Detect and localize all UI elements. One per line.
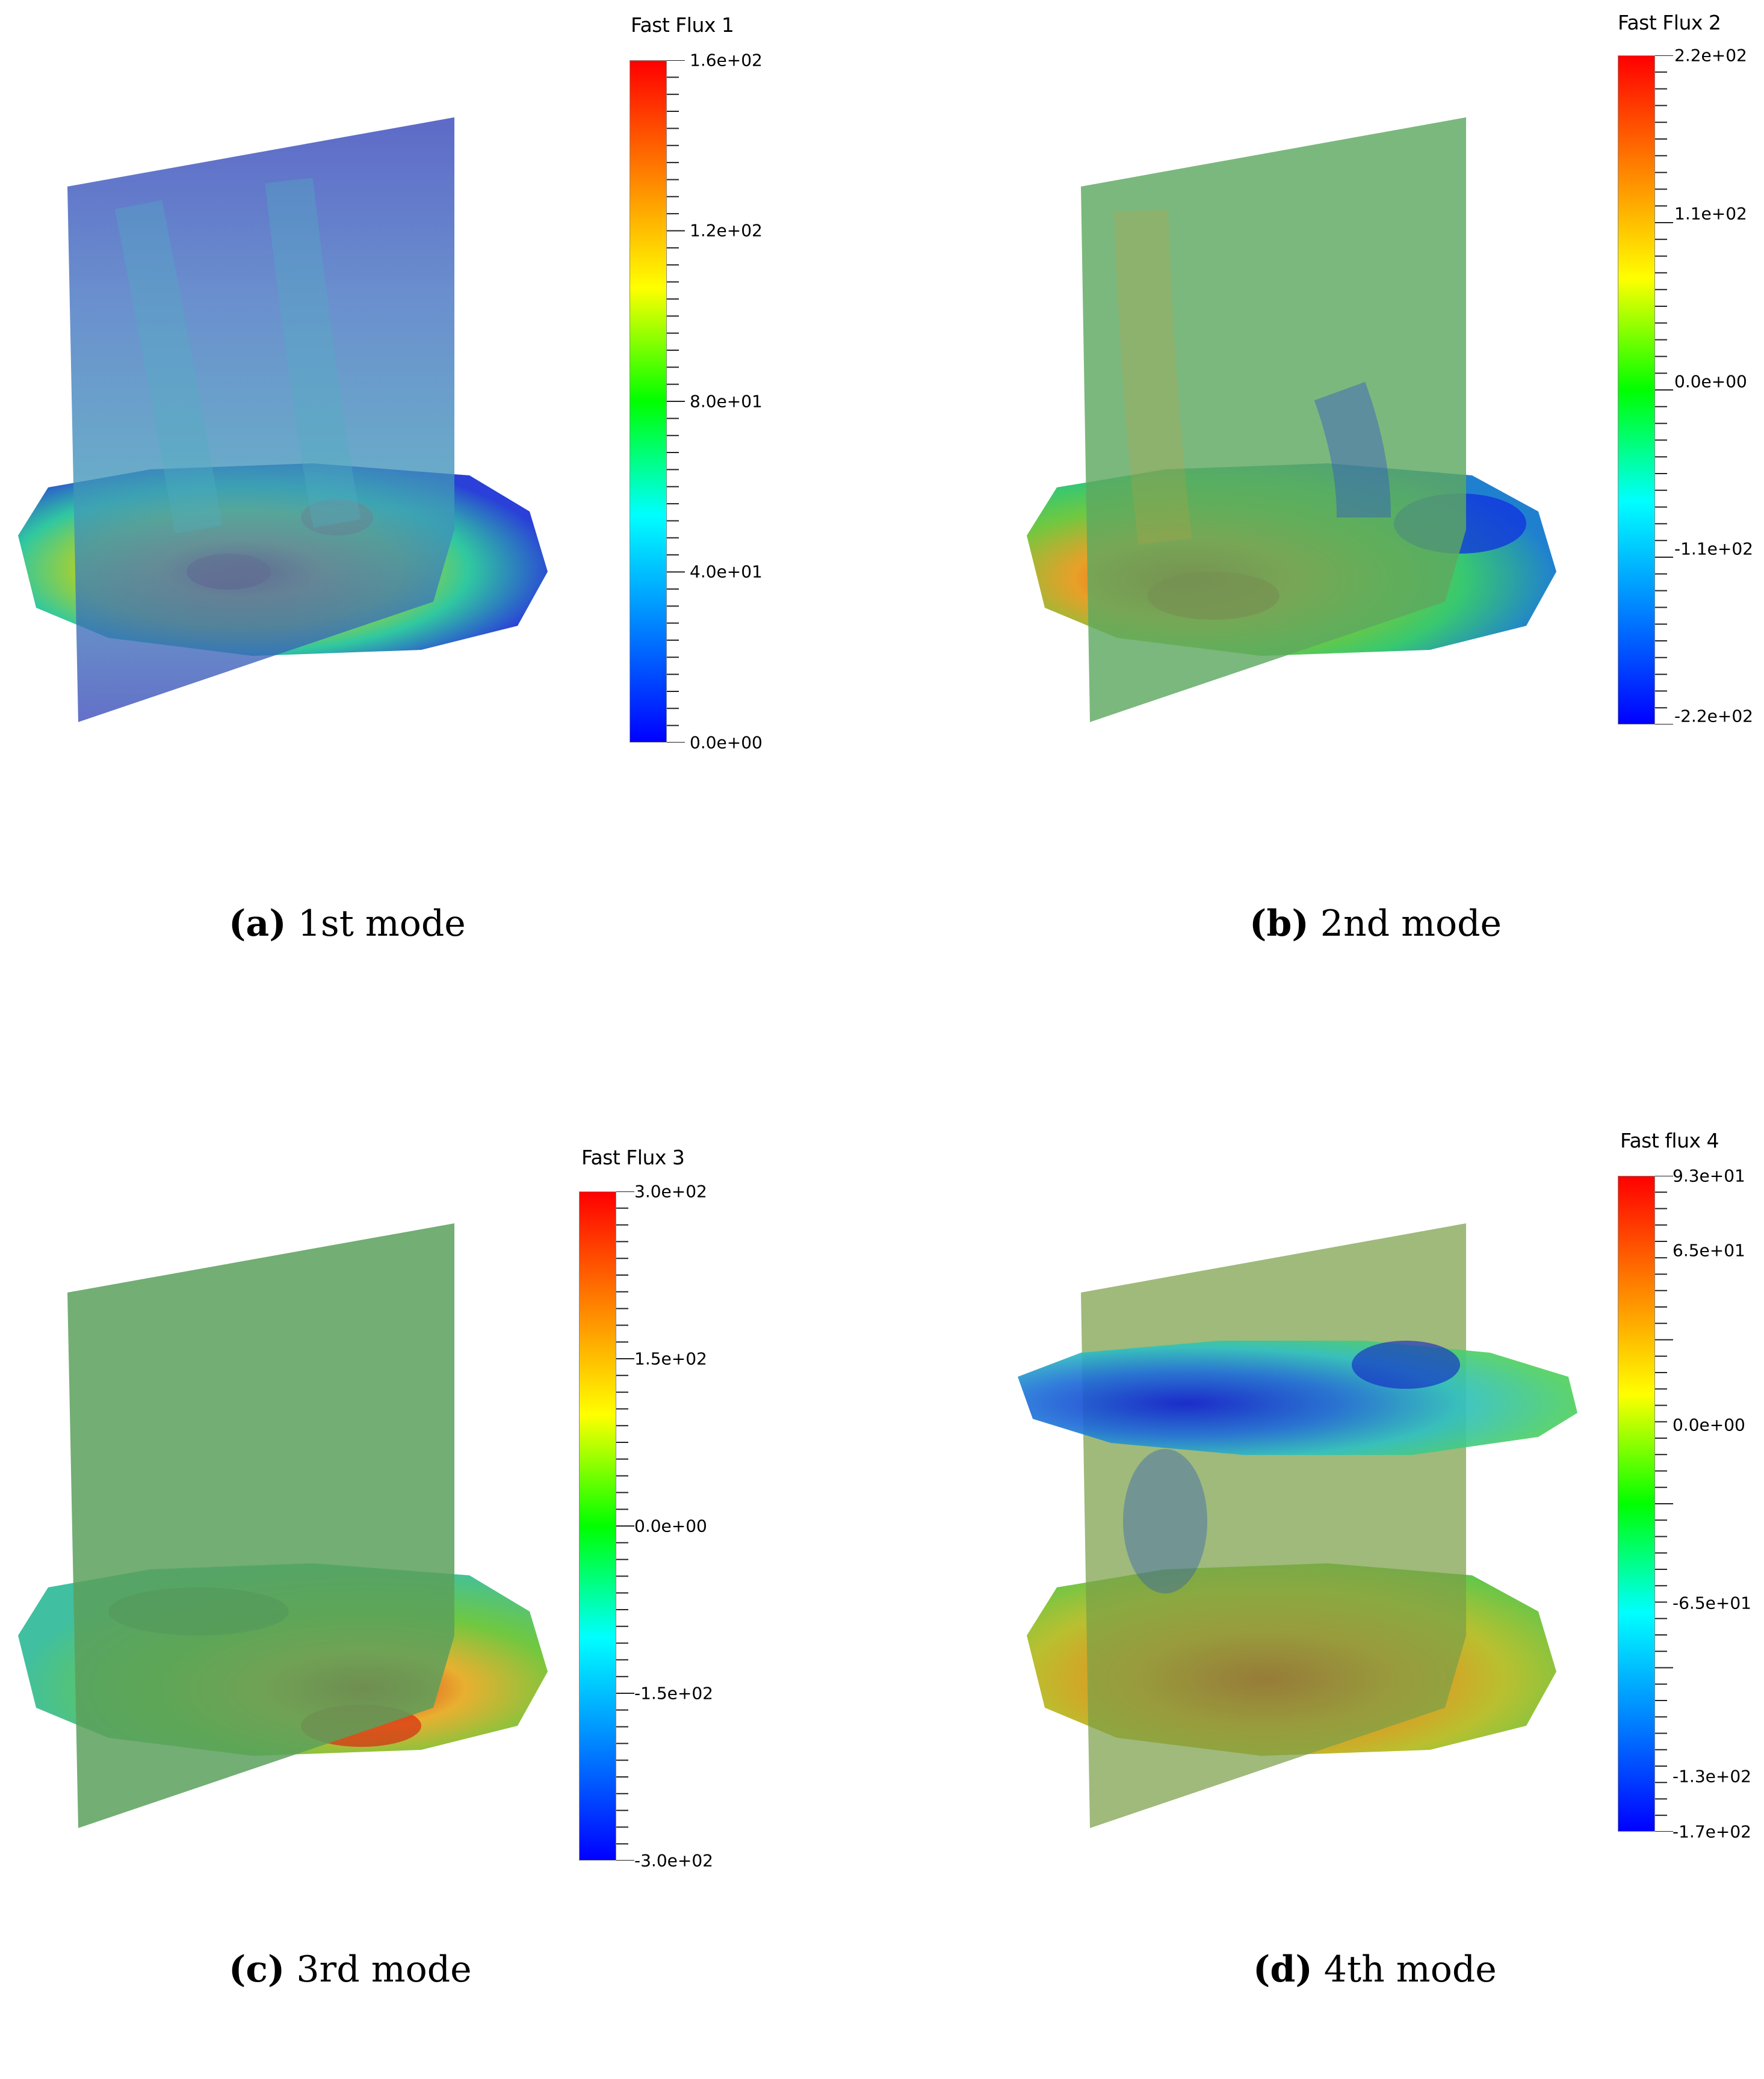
panel-2nd-mode: Fast Flux 2 2.2e+02 1.1e+02 0.0e+00 -1.1…: [882, 0, 1764, 1039]
flux-visualization-3rd-mode: [18, 1223, 548, 1828]
vertical-slice: [67, 117, 454, 722]
colorbar-label: 1.5e+02: [634, 1348, 707, 1369]
colorbar-label: 0.0e+00: [1673, 1415, 1745, 1435]
caption-letter: (c): [229, 1948, 285, 1991]
panel-caption: (b) 2nd mode: [1249, 903, 1502, 945]
caption-text: 1st mode: [286, 903, 466, 945]
panel-caption: (d) 4th mode: [1253, 1948, 1497, 1991]
colorbar-gradient: [1618, 55, 1655, 724]
vertical-slice: [1081, 117, 1466, 722]
colorbar-gradient: [579, 1191, 616, 1861]
caption-text: 2nd mode: [1308, 903, 1502, 945]
flux-visualization-4th-mode: [1018, 1223, 1577, 1828]
colorbar-label: 3.0e+02: [634, 1181, 707, 1202]
colorbar-label: 2.2e+02: [1674, 45, 1747, 66]
colorbar-label: 6.5e+01: [1673, 1240, 1745, 1261]
colorbar-label: -2.2e+02: [1674, 706, 1753, 726]
colorbar-gradient: [630, 60, 667, 743]
flux-visualization-2nd-mode: [1027, 117, 1556, 722]
panel-caption: (c) 3rd mode: [229, 1948, 472, 1991]
colorbar-label: 9.3e+01: [1673, 1166, 1745, 1186]
colorbar-label: 0.0e+00: [634, 1516, 707, 1536]
colorbar-label: -1.1e+02: [1674, 539, 1753, 559]
colorbar-label: 8.0e+01: [690, 391, 763, 412]
colorbar-ticks: [1655, 1176, 1673, 1832]
colorbar-label: -1.7e+02: [1673, 1821, 1751, 1842]
caption-letter: (a): [229, 903, 286, 945]
upper-horizontal-slice: [1018, 1341, 1577, 1455]
colorbar-title: Fast Flux 2: [1618, 11, 1721, 34]
colorbar-ticks: [1655, 55, 1673, 724]
colorbar-label: -1.3e+02: [1673, 1766, 1751, 1787]
caption-letter: (b): [1249, 903, 1309, 945]
colorbar-label: -3.0e+02: [634, 1850, 713, 1871]
colorbar-label: -1.5e+02: [634, 1683, 713, 1704]
colorbar-label: 0.0e+00: [1674, 371, 1747, 392]
colorbar-label: 1.6e+02: [690, 50, 763, 70]
panel-4th-mode: Fast flux 4 9.3e+01 6.5e+01 0.0e+00 -6.5…: [882, 1040, 1764, 2079]
colorbar-title: Fast Flux 1: [631, 13, 734, 37]
colorbar-gradient: [1618, 1176, 1655, 1832]
colorbar-title: Fast flux 4: [1620, 1129, 1719, 1152]
colorbar-label: 1.1e+02: [1674, 203, 1747, 224]
colorbar-label: 1.2e+02: [690, 220, 763, 241]
vertical-slice: [67, 1223, 454, 1828]
panel-3rd-mode: Fast Flux 3 3.0e+02 1.5e+02 0.0e+00 -1.5…: [0, 1040, 882, 2079]
colorbar-title: Fast Flux 3: [581, 1146, 685, 1169]
colorbar-ticks: [616, 1191, 634, 1861]
colorbar-label: 0.0e+00: [690, 732, 763, 753]
flux-visualization-1st-mode: [18, 117, 548, 722]
panel-1st-mode: Fast Flux 1 1.6e+02 1.2e+02 8.0e+01 4.0e…: [0, 0, 882, 1039]
caption-text: 3rd mode: [285, 1948, 472, 1991]
caption-text: 4th mode: [1312, 1948, 1497, 1991]
colorbar-label: 4.0e+01: [690, 561, 763, 582]
caption-letter: (d): [1253, 1948, 1313, 1991]
colorbar-label: -6.5e+01: [1673, 1593, 1751, 1613]
panel-caption: (a) 1st mode: [229, 903, 466, 945]
colorbar-ticks: [667, 60, 685, 743]
